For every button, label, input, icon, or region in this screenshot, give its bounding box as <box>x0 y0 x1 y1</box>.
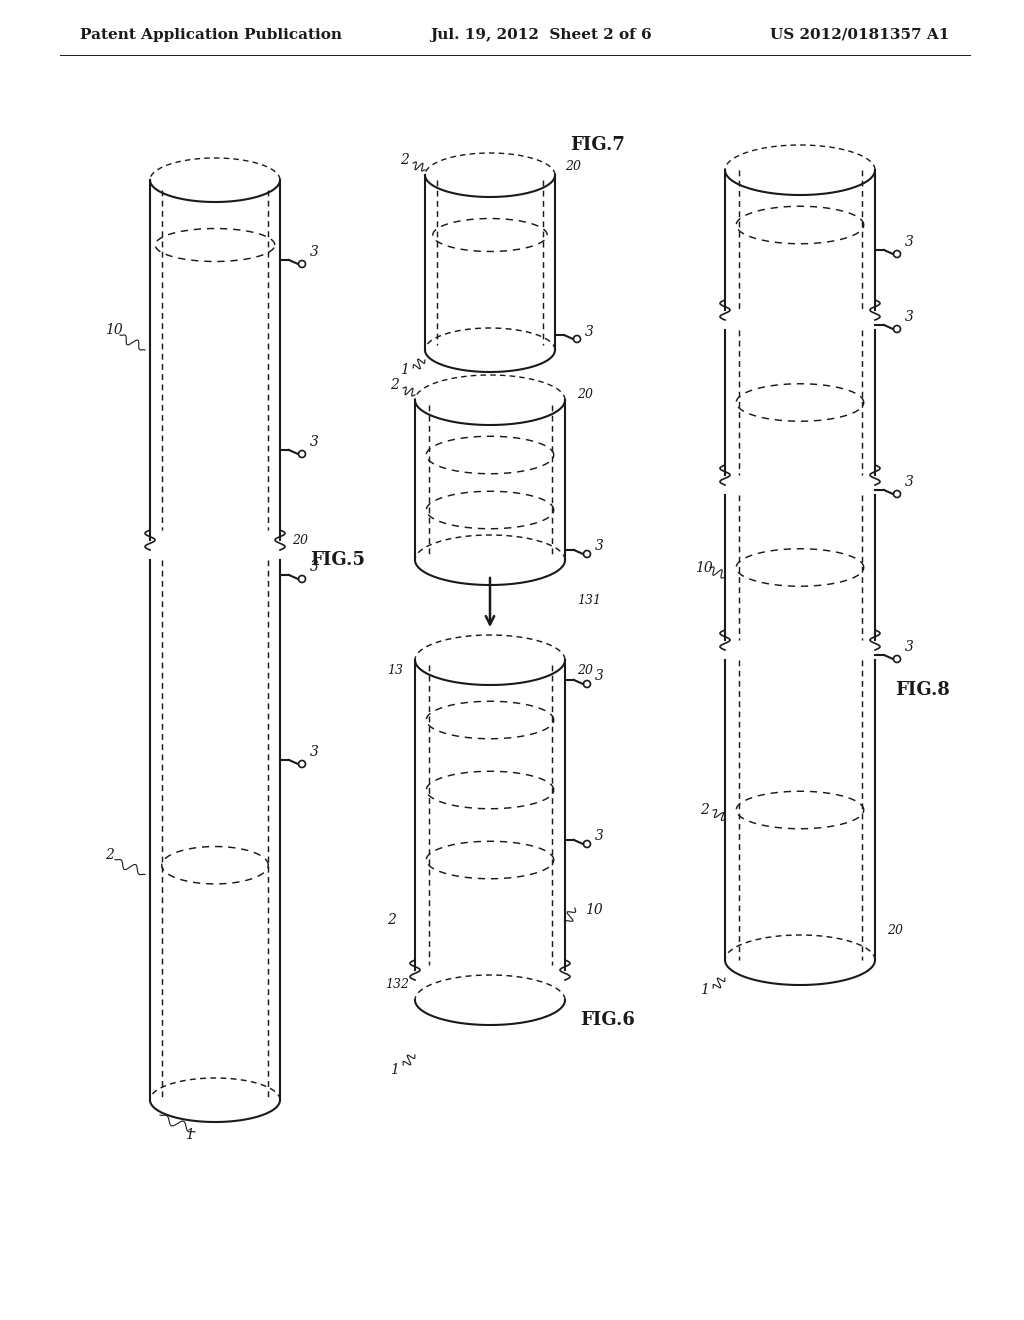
Text: 3: 3 <box>595 539 604 553</box>
Text: 1: 1 <box>185 1129 194 1142</box>
Text: 10: 10 <box>695 561 713 574</box>
Text: Patent Application Publication: Patent Application Publication <box>80 28 342 42</box>
Text: FIG.7: FIG.7 <box>570 136 625 154</box>
Text: 10: 10 <box>105 323 123 337</box>
Text: 3: 3 <box>905 235 913 249</box>
Text: 2: 2 <box>700 803 709 817</box>
Text: 2: 2 <box>387 913 396 927</box>
Text: 1: 1 <box>700 983 709 997</box>
Text: US 2012/0181357 A1: US 2012/0181357 A1 <box>770 28 949 42</box>
Text: 3: 3 <box>905 640 913 653</box>
Text: 10: 10 <box>585 903 603 917</box>
Text: 1: 1 <box>390 1063 399 1077</box>
Text: 2: 2 <box>105 847 114 862</box>
Text: 2: 2 <box>400 153 409 168</box>
Text: 132: 132 <box>385 978 409 991</box>
Text: 13: 13 <box>387 664 403 676</box>
Text: 3: 3 <box>595 829 604 843</box>
Text: 20: 20 <box>565 161 581 173</box>
Text: 1: 1 <box>400 363 409 378</box>
Text: 20: 20 <box>887 924 903 936</box>
Text: 3: 3 <box>585 325 594 339</box>
Text: 3: 3 <box>905 310 913 323</box>
Text: 3: 3 <box>905 475 913 488</box>
Text: 20: 20 <box>577 388 593 401</box>
Text: 3: 3 <box>310 436 318 449</box>
Text: 3: 3 <box>310 246 318 259</box>
Text: FIG.6: FIG.6 <box>580 1011 635 1030</box>
Text: 20: 20 <box>577 664 593 676</box>
Text: 131: 131 <box>577 594 601 606</box>
Text: FIG.8: FIG.8 <box>895 681 950 700</box>
Text: 3: 3 <box>310 560 318 574</box>
Text: 20: 20 <box>292 533 308 546</box>
Text: 3: 3 <box>310 744 318 759</box>
Text: 3: 3 <box>595 669 604 682</box>
Text: FIG.5: FIG.5 <box>310 550 365 569</box>
Text: 2: 2 <box>390 378 399 392</box>
Text: Jul. 19, 2012  Sheet 2 of 6: Jul. 19, 2012 Sheet 2 of 6 <box>430 28 651 42</box>
